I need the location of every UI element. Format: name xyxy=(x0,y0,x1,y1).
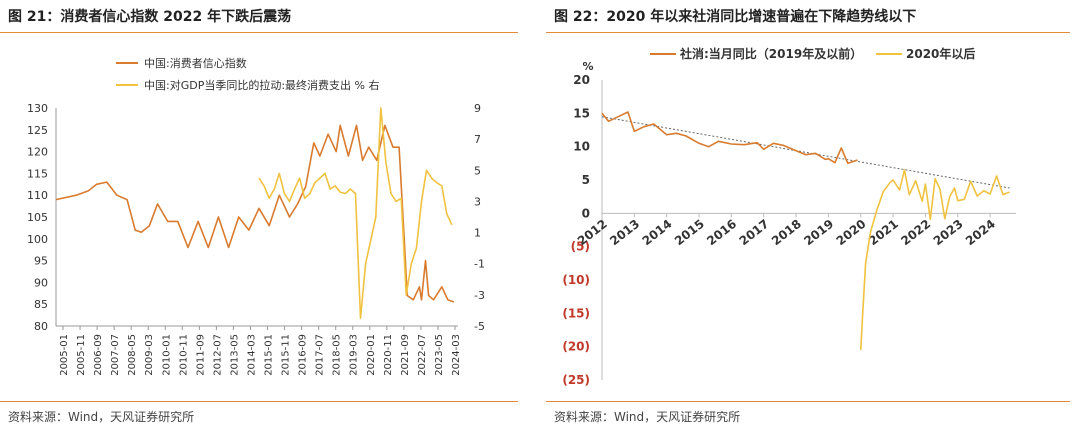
x-tick-label-6: 2017 xyxy=(737,217,772,249)
series-line-1 xyxy=(55,124,455,303)
source-note: 资料来源：Wind，天风证券研究所 xyxy=(554,410,741,424)
y-tick-label-2: 15 xyxy=(573,106,590,120)
x-tick-label-1: 2012 xyxy=(575,217,610,249)
y-left-tick-label-8: 115 xyxy=(27,167,48,180)
y-left-tick-label-11: 130 xyxy=(27,102,48,115)
x-tick-label-5: 2016 xyxy=(704,217,739,249)
x-tick-label-2: 2005-11 xyxy=(76,334,87,376)
y-tick-label-3: 10 xyxy=(573,140,590,154)
title-divider xyxy=(0,32,518,33)
y-left-tick-label-3: 90 xyxy=(34,276,48,289)
y-tick-label-5: 0 xyxy=(582,206,590,220)
y-left-tick-label-4: 95 xyxy=(34,255,48,268)
x-tick-label-10: 2012-07 xyxy=(212,334,223,376)
x-tick-label-5: 2008-05 xyxy=(127,334,138,376)
x-tick-label-12: 2014-03 xyxy=(246,334,257,376)
x-tick-label-13: 2015-01 xyxy=(264,334,275,376)
x-tick-label-19: 2020-01 xyxy=(366,334,377,376)
chart-title: 图 21：消费者信心指数 2022 年下跌后震荡 xyxy=(8,9,292,25)
y-left-tick-label-10: 125 xyxy=(27,124,48,137)
legend-label-1: 社消:当月同比（2019年及以前） xyxy=(679,46,862,61)
x-tick-label-24: 2024-03 xyxy=(451,334,462,376)
y-right-tick-label-3: -1 xyxy=(474,258,485,271)
x-tick-label-9: 2011-09 xyxy=(195,334,206,376)
x-tick-label-3: 2006-09 xyxy=(93,334,104,376)
x-tick-label-7: 2018 xyxy=(769,217,804,249)
x-tick-label-11: 2013-05 xyxy=(229,334,240,376)
x-tick-label-2: 2013 xyxy=(607,217,642,249)
y-tick-label-7: (10) xyxy=(562,273,590,287)
source-note: 资料来源：Wind，天风证券研究所 xyxy=(8,410,195,424)
x-tick-label-18: 2019-03 xyxy=(349,334,360,376)
x-tick-label-9: 2020 xyxy=(834,217,869,249)
x-tick-label-7: 2010-01 xyxy=(161,334,172,376)
y-tick-label-4: 5 xyxy=(582,173,590,187)
y-tick-label-9: (20) xyxy=(562,340,590,354)
legend-label-2: 中国:对GDP当季同比的拉动:最终消费支出 % 右 xyxy=(144,78,379,92)
source-divider xyxy=(0,401,518,402)
y-tick-label-10: (25) xyxy=(562,373,590,387)
x-tick-label-4: 2007-07 xyxy=(110,334,121,376)
y-left-tick-label-2: 85 xyxy=(34,298,48,311)
y-tick-label-1: 20 xyxy=(573,73,590,87)
y-left-tick-label-1: 80 xyxy=(34,320,48,333)
y-left-tick-label-7: 110 xyxy=(27,189,48,202)
title-divider xyxy=(546,32,1070,33)
legend-label-1: 中国:消费者信心指数 xyxy=(144,56,247,70)
y-right-tick-label-1: -5 xyxy=(474,320,485,333)
legend-label-2: 2020年以后 xyxy=(906,46,975,61)
y-tick-label-8: (15) xyxy=(562,306,590,320)
x-tick-label-10: 2021 xyxy=(866,217,901,249)
source-divider xyxy=(546,401,1070,402)
x-tick-label-8: 2010-11 xyxy=(178,334,189,376)
x-tick-label-23: 2023-05 xyxy=(434,334,445,376)
x-tick-label-1: 2005-01 xyxy=(59,334,70,376)
y-right-tick-label-2: -3 xyxy=(474,289,485,302)
series-line-2 xyxy=(258,107,453,319)
x-tick-label-21: 2021-09 xyxy=(400,334,411,376)
x-tick-label-15: 2016-09 xyxy=(298,334,309,376)
x-tick-label-16: 2017-07 xyxy=(315,334,326,376)
x-tick-label-3: 2014 xyxy=(640,217,675,249)
y-right-tick-label-7: 7 xyxy=(474,133,481,146)
x-tick-label-22: 2022-07 xyxy=(417,334,428,376)
chart-panel-retail-sales: 图 22：2020 年以来社消同比增速普遍在下降趋势线以下 社消:当月同比（20… xyxy=(546,0,1080,432)
x-tick-label-20: 2020-11 xyxy=(383,334,394,376)
y-right-tick-label-4: 1 xyxy=(474,227,481,240)
x-tick-label-4: 2015 xyxy=(672,217,707,249)
x-tick-label-14: 2015-11 xyxy=(281,334,292,376)
y-left-tick-label-9: 120 xyxy=(27,146,48,159)
x-tick-label-11: 2022 xyxy=(898,217,933,249)
x-tick-label-17: 2018-05 xyxy=(332,334,343,376)
series-line-2 xyxy=(860,169,1010,351)
chart-panel-consumer-confidence: 图 21：消费者信心指数 2022 年下跌后震荡 中国:消费者信心指数中国:对G… xyxy=(0,0,528,432)
x-tick-label-13: 2024 xyxy=(963,217,998,249)
y-tick-label-6: (5) xyxy=(571,240,590,254)
trend-line xyxy=(601,116,1010,189)
retail-sales-chart: 社消:当月同比（2019年及以前） 2020年以后%20151050(5)(10)… xyxy=(562,46,1016,387)
series-line-1 xyxy=(601,111,858,165)
y-left-tick-label-6: 105 xyxy=(27,211,48,224)
x-tick-label-12: 2023 xyxy=(931,217,966,249)
chart-title: 图 22：2020 年以来社消同比增速普遍在下降趋势线以下 xyxy=(554,9,917,25)
x-tick-label-8: 2019 xyxy=(801,217,836,249)
y-left-tick-label-5: 100 xyxy=(27,233,48,246)
y-axis-label: % xyxy=(582,60,593,73)
y-right-tick-label-8: 9 xyxy=(474,102,481,115)
y-right-tick-label-5: 3 xyxy=(474,195,481,208)
x-tick-label-6: 2009-03 xyxy=(144,334,155,376)
y-right-tick-label-6: 5 xyxy=(474,164,481,177)
